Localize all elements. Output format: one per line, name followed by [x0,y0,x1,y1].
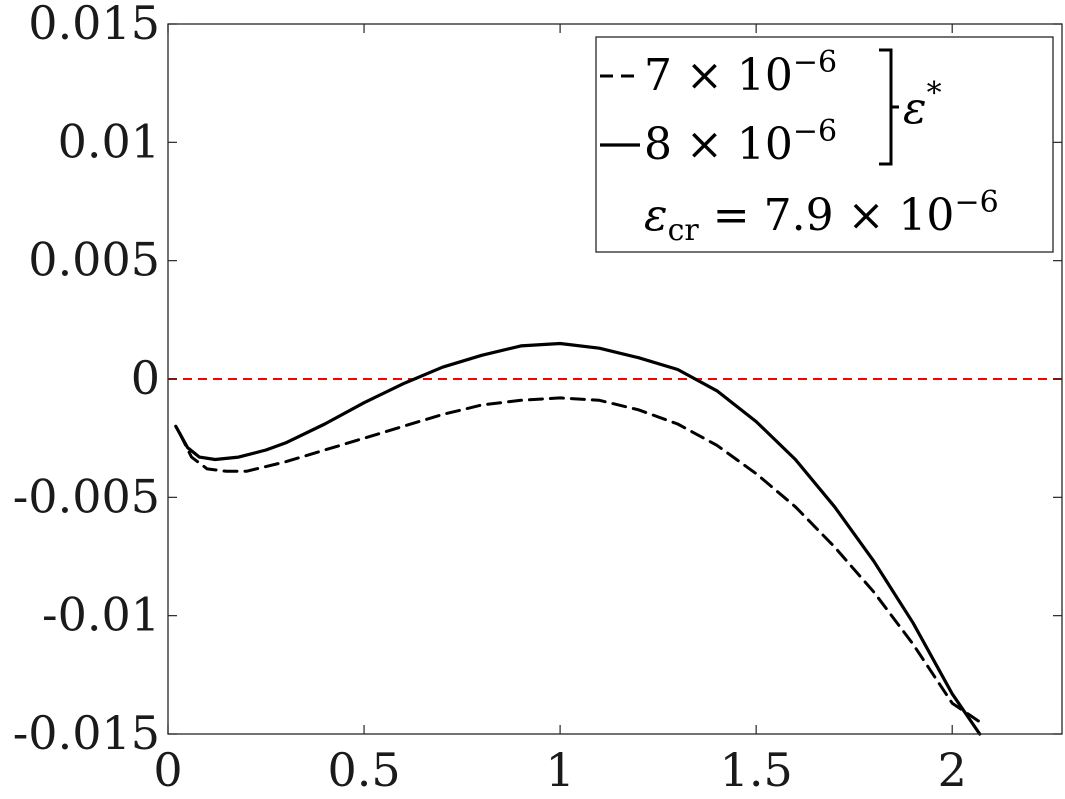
legend-entry-dashed: 7 × 10−6 [644,45,837,101]
legend-critical-note: εcr = 7.9 × 10−6 [644,185,999,248]
legend-bracket [879,48,899,166]
x-tick-label: 1.5 [720,743,793,797]
y-tick-label: 0.005 [28,233,160,287]
legend-box [595,36,1054,253]
y-tick-label: 0.015 [28,0,160,50]
series-layer [174,341,986,736]
x-tick-label: 1 [545,743,574,797]
tick-layer: 0 0.5 1 1.5 2 0.015 0.01 0.005 0 -0.005 -0.01 -0.01… [13,0,1062,797]
legend-entry-solid: 8 × 10−6 [644,114,837,170]
legend: 7 × 10−6 8 × 10−6 ε* εcr = 7.9 × 10−6 [595,36,1054,253]
y-tick-label: 0 [131,351,160,405]
y-tick-label: 0.01 [58,114,160,168]
y-tick-label: -0.015 [13,706,160,760]
legend-group-label: ε* [903,76,942,134]
x-tick-label: 0.5 [327,743,400,797]
x-tick-label: 2 [938,743,967,797]
solid-series-line [174,341,982,736]
y-tick-label: -0.005 [13,469,160,523]
y-tick-label: -0.01 [42,588,160,642]
x-tick-label: 0 [153,743,182,797]
dashed-series-line [178,396,986,726]
